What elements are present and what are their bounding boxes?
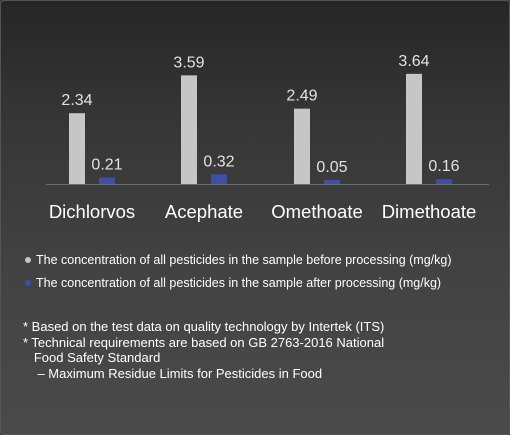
legend-item-after: The concentration of all pesticides in t… xyxy=(25,276,441,290)
legend-item-before: The concentration of all pesticides in t… xyxy=(25,253,452,267)
footnote-standard-title: – Maximum Residue Limits for Pesticides … xyxy=(23,365,323,381)
value-label-before-omethoate: 2.49 xyxy=(286,88,317,105)
value-label-after-omethoate: 0.05 xyxy=(316,159,347,176)
bar-before-acephate xyxy=(181,75,197,184)
category-label-omethoate: Omethoate xyxy=(271,201,363,222)
bar-before-omethoate xyxy=(294,108,310,184)
value-label-before-acephate: 3.59 xyxy=(173,54,204,71)
category-label-acephate: Acephate xyxy=(165,201,243,222)
bar-chart: 2.34 0.21 Dichlorvos 3.59 0.32 Acephate 2.49 0.… xyxy=(46,53,489,222)
bar-before-dichlorvos xyxy=(69,113,85,184)
footnotes: * Based on the test data on quality tech… xyxy=(23,319,384,381)
value-label-before-dimethoate: 3.64 xyxy=(398,53,429,70)
footnote-source: * Based on the test data on quality tech… xyxy=(23,319,385,334)
bar-after-acephate xyxy=(211,174,227,184)
legend-label-before: The concentration of all pesticides in t… xyxy=(36,253,452,267)
bar-after-dichlorvos xyxy=(99,177,115,184)
category-label-dimethoate: Dimethoate xyxy=(382,201,477,222)
bar-after-dimethoate xyxy=(436,179,452,184)
footnote-standard-cont: Food Safety Standard xyxy=(23,350,161,365)
footnote-standard: * Technical requirements are based on GB… xyxy=(23,334,385,350)
value-label-after-dichlorvos: 0.21 xyxy=(91,157,122,174)
bar-before-dimethoate xyxy=(406,73,422,184)
legend-label-after: The concentration of all pesticides in t… xyxy=(36,276,442,290)
legend-swatch-before xyxy=(25,257,31,263)
value-label-after-acephate: 0.32 xyxy=(203,153,234,170)
value-label-after-dimethoate: 0.16 xyxy=(428,158,459,175)
category-label-dichlorvos: Dichlorvos xyxy=(49,201,135,222)
bar-after-omethoate xyxy=(324,180,340,184)
legend-swatch-after xyxy=(25,280,31,286)
value-label-before-dichlorvos: 2.34 xyxy=(61,92,92,109)
